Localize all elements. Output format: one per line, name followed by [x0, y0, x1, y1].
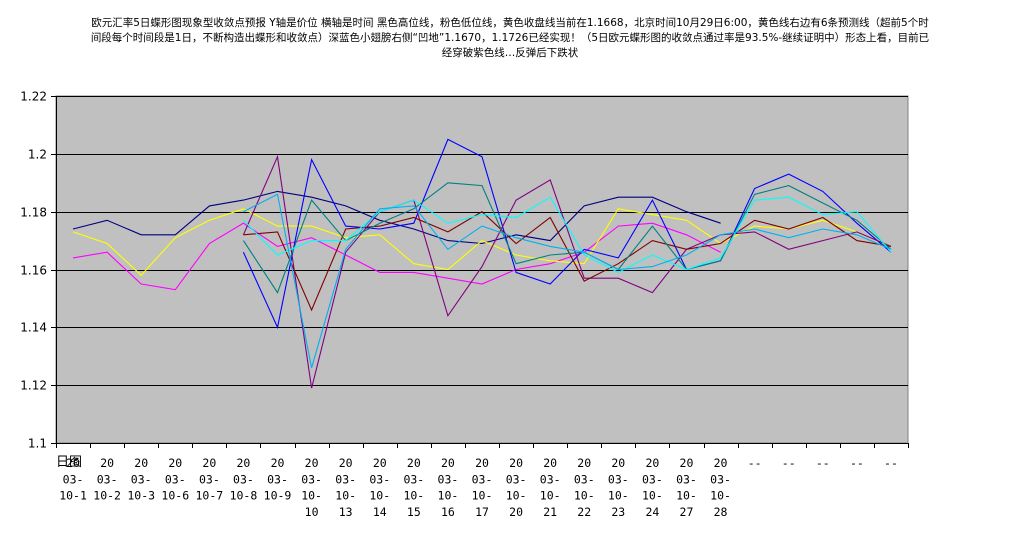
- x-tick-label: 20 03-10-21: [540, 456, 561, 519]
- x-tick-label: 20 03-10-6: [161, 456, 189, 503]
- x-tick-label: 20 03-10-17: [472, 456, 493, 519]
- y-tick-label: 1.18: [20, 206, 47, 220]
- x-tick-label: 20 03-10-22: [574, 456, 595, 519]
- y-tick-label: 1.14: [20, 321, 47, 335]
- series-line-9: [243, 193, 892, 368]
- y-tick-label: 1.16: [20, 264, 47, 278]
- plot-area: [55, 95, 909, 444]
- x-tick-label: 20 03-10-1: [59, 456, 87, 503]
- x-tick-label: 20 03-10-23: [608, 456, 629, 519]
- y-tick-label: 1.1: [28, 437, 47, 451]
- x-tick-label: 20 03-10-20: [506, 456, 527, 519]
- x-tick-label: --: [884, 456, 898, 470]
- x-tick-label: 20 03-10-16: [438, 456, 459, 519]
- x-tick-label: 20 03-10-14: [369, 456, 390, 519]
- x-axis-prefix-label: 日图: [56, 455, 82, 470]
- x-tick-label: 20 03-10-8: [230, 456, 258, 503]
- x-tick-label: 20 03-10-13: [335, 456, 356, 519]
- x-tick-label: --: [850, 456, 864, 470]
- series-line-2: [72, 222, 721, 291]
- series-line-7: [242, 182, 892, 294]
- x-tick-label: 20 03-10-28: [710, 456, 731, 519]
- series-line-8: [243, 196, 892, 274]
- series-line-5: [242, 154, 892, 389]
- x-tick-label: 20 03-10-9: [264, 456, 292, 503]
- chart-title: 欧元汇率5日蝶形图现象型收敛点预报 Y轴是价位 横轴是时间 黑色高位线，粉色低位…: [90, 17, 930, 59]
- x-tick-label: 20 03-10-2: [93, 456, 121, 503]
- y-tick-label: 1.12: [20, 379, 47, 393]
- x-tick-label: --: [748, 456, 762, 470]
- x-tick-label: 20 03-10-27: [676, 456, 697, 519]
- x-tick-label: 20 03-10-24: [642, 456, 663, 519]
- series-line-3: [72, 208, 892, 277]
- x-tick-label: --: [782, 456, 796, 470]
- x-tick-label: --: [816, 456, 830, 470]
- series-line-1: [72, 190, 721, 245]
- series-line-4: [242, 138, 892, 330]
- y-tick-label: 1.22: [20, 90, 47, 104]
- x-tick-label: 20 03-10-7: [196, 456, 224, 503]
- y-tick-label: 1.2: [28, 148, 47, 162]
- x-tick-label: 20 03-10-3: [127, 456, 155, 503]
- x-tick-label: 20 03-10-10: [301, 456, 322, 519]
- x-tick-label: 20 03-10-15: [403, 456, 424, 519]
